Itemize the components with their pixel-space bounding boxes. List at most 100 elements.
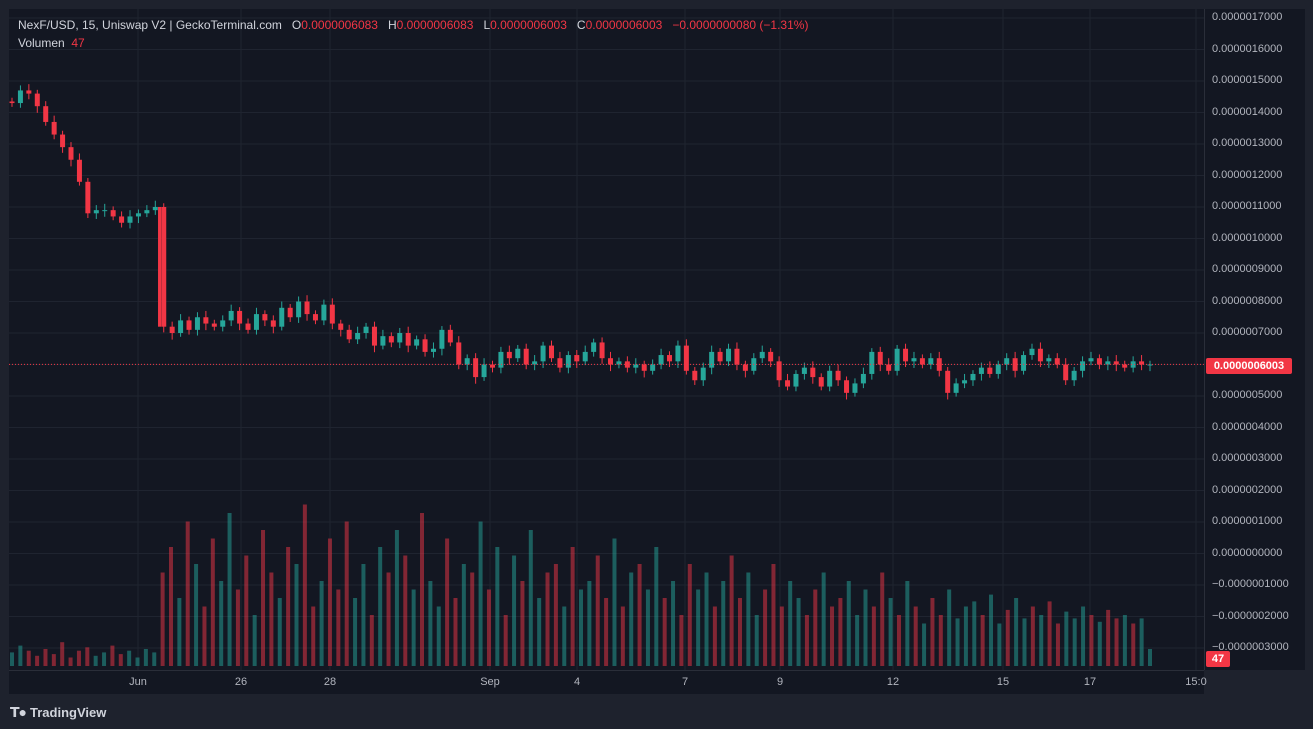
price-tick-label: 0.0000015000 (1212, 74, 1283, 86)
candle-body (456, 342, 462, 365)
candle-body (616, 361, 622, 365)
volume-bar (143, 649, 148, 666)
volume-bar (1072, 618, 1077, 666)
time-tick-label: 9 (776, 676, 784, 688)
volume-bar (997, 623, 1002, 666)
low-value: 0.0000006003 (490, 18, 567, 32)
chart-pane[interactable] (9, 9, 1204, 693)
volume-bar (486, 589, 491, 666)
volume-bar (587, 581, 592, 666)
symbol-title[interactable]: NexF/USD, 15, Uniswap V2 | GeckoTerminal… (18, 18, 282, 32)
candle-body (422, 339, 428, 352)
price-tick-label: 0.0000014000 (1212, 105, 1283, 118)
volume-bar (922, 623, 927, 666)
candle-body (1037, 348, 1043, 362)
volume-bar (629, 572, 634, 666)
candle-body (953, 383, 959, 393)
volume-bar (110, 645, 115, 666)
candle-body (161, 207, 167, 327)
price-tick-label: 0.0000007000 (1212, 326, 1283, 338)
volume-bar (118, 654, 123, 666)
volume-value: 47 (71, 36, 85, 50)
price-tick-label: 0.0000009000 (1212, 263, 1283, 275)
candle-body (262, 314, 268, 321)
volume-bar (227, 513, 232, 666)
candle-body (582, 351, 588, 362)
candle-body (127, 216, 133, 223)
volume-bar (302, 504, 307, 666)
candle-body (852, 383, 858, 393)
price-tick-label: 0.0000013000 (1212, 137, 1283, 149)
volume-bar (152, 652, 157, 666)
candle-body (1139, 361, 1145, 365)
candle-body (658, 355, 664, 365)
volume-bar (712, 606, 717, 666)
candle-body (667, 355, 673, 362)
volume-bar (428, 581, 433, 666)
volume-bar (545, 572, 550, 666)
candle-body (447, 329, 453, 343)
volume-bar (679, 615, 684, 666)
volume-bar (185, 521, 190, 666)
candle-body (430, 348, 436, 352)
candle-body (9, 101, 15, 104)
candle-body (1021, 355, 1027, 371)
volume-label[interactable]: Volumen (18, 36, 65, 50)
candle-body (270, 320, 276, 327)
candle-body (810, 367, 816, 378)
candle-body (119, 216, 125, 223)
volume-bar (277, 598, 282, 666)
volume-bar (620, 606, 625, 666)
change-value: −0.0000000080 (−1.31%) (672, 18, 809, 32)
volume-bar (386, 572, 391, 666)
volume-bar (202, 606, 207, 666)
volume-bar (813, 589, 818, 666)
candle-body (1029, 348, 1035, 356)
volume-bar (194, 564, 199, 666)
price-tick-label: 0.0000016000 (1212, 42, 1283, 55)
volume-bar (528, 530, 533, 666)
price-tick-label: 0.0000004000 (1212, 420, 1283, 433)
tradingview-brand[interactable]: 𝗧● TradingView (10, 704, 106, 721)
volume-bar (671, 581, 676, 666)
volume-bar (43, 649, 48, 666)
candle-body (220, 320, 226, 327)
candle-body (978, 367, 984, 374)
volume-bar (353, 598, 358, 666)
candle-body (481, 364, 487, 378)
time-scale[interactable] (9, 670, 1204, 694)
candle-body (565, 355, 571, 368)
volume-bar (1114, 618, 1119, 666)
candle-body (1105, 361, 1111, 365)
time-tick-label: 15 (996, 676, 1010, 688)
brand-name: TradingView (30, 705, 107, 720)
volume-bar (1122, 615, 1127, 666)
volume-bar (127, 650, 132, 666)
candle-body (363, 326, 369, 333)
last-price-label: 0.0000006003 (1206, 358, 1292, 374)
volume-bar (60, 642, 65, 666)
candle-body (860, 373, 866, 384)
candle-body (110, 210, 116, 217)
candle-body (1130, 361, 1136, 368)
volume-bar (1022, 618, 1027, 666)
volume-bar (26, 650, 31, 666)
candle-body (844, 380, 850, 393)
candle-body (801, 367, 807, 374)
candle-body (903, 348, 909, 362)
volume-bar (913, 606, 918, 666)
open-value: 0.0000006083 (301, 18, 378, 32)
volume-bar (1014, 598, 1019, 666)
volume-bar (796, 598, 801, 666)
time-tick-label: 7 (681, 676, 689, 688)
time-tick-label: 17 (1083, 676, 1097, 688)
candle-body (1113, 361, 1119, 365)
last-volume-label: 47 (1206, 651, 1230, 667)
price-tick-label: 0.0000010000 (1212, 231, 1283, 244)
candle-body (633, 364, 639, 368)
price-scale[interactable] (1204, 9, 1305, 670)
candle-body (962, 380, 968, 384)
volume-bar (637, 564, 642, 666)
volume-bar (721, 581, 726, 666)
